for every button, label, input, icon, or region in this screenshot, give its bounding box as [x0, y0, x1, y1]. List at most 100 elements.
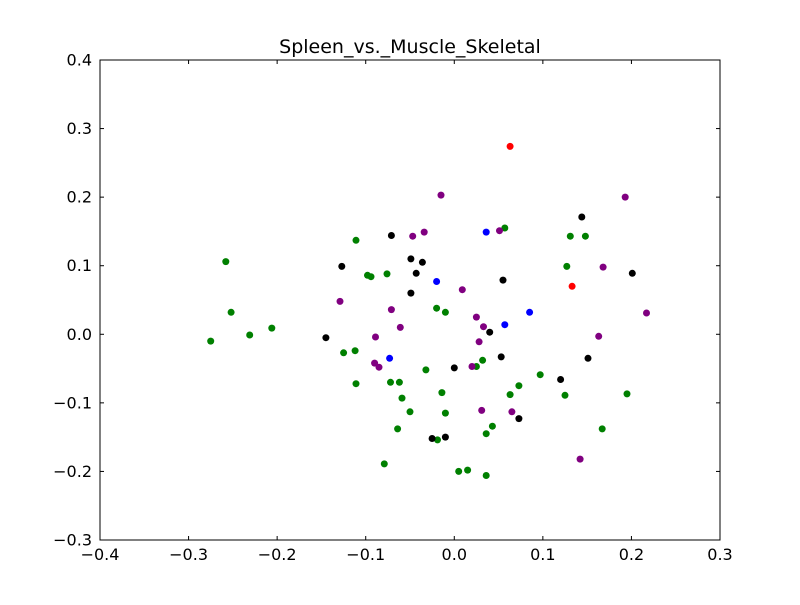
y-tick-label: 0.3 — [67, 119, 92, 138]
scatter-point — [515, 415, 523, 423]
scatter-point — [508, 408, 516, 416]
scatter-point — [472, 313, 480, 321]
scatter-point — [406, 408, 414, 416]
scatter-point — [482, 472, 490, 479]
scatter-point — [563, 262, 571, 270]
scatter-point — [387, 306, 395, 314]
scatter-point — [372, 333, 379, 341]
scatter-point — [340, 349, 348, 357]
scatter-point — [441, 433, 449, 441]
y-tick-label: 0.0 — [67, 325, 92, 344]
scatter-point — [352, 236, 360, 244]
scatter-point — [441, 308, 449, 316]
scatter-point — [501, 321, 509, 329]
y-tick-label: −0.3 — [53, 531, 92, 550]
scatter-point — [433, 304, 441, 312]
scatter-point — [486, 328, 494, 336]
scatter-point — [566, 232, 574, 240]
scatter-point — [437, 191, 445, 199]
scatter-point — [352, 380, 360, 388]
scatter-point — [428, 435, 436, 442]
scatter-point — [420, 228, 428, 236]
scatter-point — [268, 324, 276, 332]
scatter-point — [478, 406, 486, 414]
scatter-point — [418, 258, 426, 266]
scatter-point — [387, 232, 395, 239]
scatter-point — [526, 308, 534, 316]
x-tick-label: 0.1 — [530, 545, 555, 564]
scatter-point — [599, 263, 607, 271]
scatter-point — [621, 193, 629, 201]
scatter-point — [222, 258, 230, 266]
scatter-point — [207, 337, 215, 345]
scatter-point — [643, 309, 650, 317]
scatter-point — [501, 224, 509, 232]
scatter-point — [438, 389, 446, 397]
scatter-point — [433, 278, 441, 285]
scatter-point — [412, 269, 420, 277]
y-tick-label: −0.1 — [53, 393, 92, 412]
scatter-point — [464, 466, 472, 474]
x-tick-label: −0.2 — [258, 545, 297, 564]
scatter-point — [387, 378, 394, 386]
scatter-point — [407, 289, 415, 297]
scatter-point — [482, 430, 490, 438]
scatter-point — [623, 390, 631, 398]
scatter-point — [598, 425, 606, 433]
scatter-point — [398, 394, 406, 402]
scatter-point — [367, 273, 375, 281]
scatter-point — [394, 425, 402, 433]
scatter-point — [576, 455, 584, 463]
scatter-point — [227, 308, 235, 316]
scatter-point — [409, 232, 417, 240]
chart-title: Spleen_vs._Muscle_Skeletal — [279, 36, 541, 58]
y-tick-label: 0.2 — [67, 188, 92, 207]
scatter-point — [434, 436, 441, 444]
scatter-point — [468, 363, 476, 370]
scatter-point — [395, 378, 403, 386]
scatter-point — [496, 227, 503, 235]
scatter-point — [506, 142, 514, 150]
y-tick-label: 0.1 — [67, 256, 92, 275]
scatter-point — [488, 422, 496, 430]
x-tick-label: 0.2 — [619, 545, 644, 564]
scatter-point — [557, 376, 565, 383]
scatter-point — [441, 409, 449, 417]
scatter-point — [628, 269, 636, 277]
scatter-point — [497, 353, 505, 361]
scatter-point — [407, 255, 415, 263]
scatter-point — [386, 354, 394, 362]
scatter-point — [561, 391, 569, 399]
scatter-point — [375, 363, 383, 371]
scatter-point — [578, 213, 586, 221]
scatter-point — [422, 366, 430, 374]
scatter-point — [380, 460, 388, 468]
scatter-point — [338, 262, 346, 270]
scatter-point — [584, 354, 592, 362]
x-tick-label: −0.1 — [346, 545, 385, 564]
scatter-point — [595, 332, 603, 340]
scatter-point — [383, 270, 391, 278]
x-tick-label: 0.3 — [707, 545, 732, 564]
x-tick-label: 0.0 — [442, 545, 467, 564]
scatter-point — [475, 338, 483, 346]
scatter-point — [455, 467, 463, 475]
scatter-point — [396, 323, 404, 331]
scatter-point — [581, 232, 589, 240]
points-layer — [207, 142, 650, 479]
scatter-point — [515, 382, 523, 390]
scatter-point — [351, 347, 359, 355]
scatter-point — [450, 364, 458, 372]
scatter-point — [336, 297, 344, 305]
x-tick-label: −0.3 — [169, 545, 208, 564]
scatter-point — [568, 282, 576, 290]
scatter-point — [458, 286, 466, 294]
scatter-point — [479, 356, 487, 364]
plot-frame — [99, 59, 721, 541]
scatter-point — [322, 334, 330, 342]
scatter-point — [480, 323, 487, 331]
scatter-point — [246, 331, 254, 339]
scatter-point — [499, 276, 507, 284]
